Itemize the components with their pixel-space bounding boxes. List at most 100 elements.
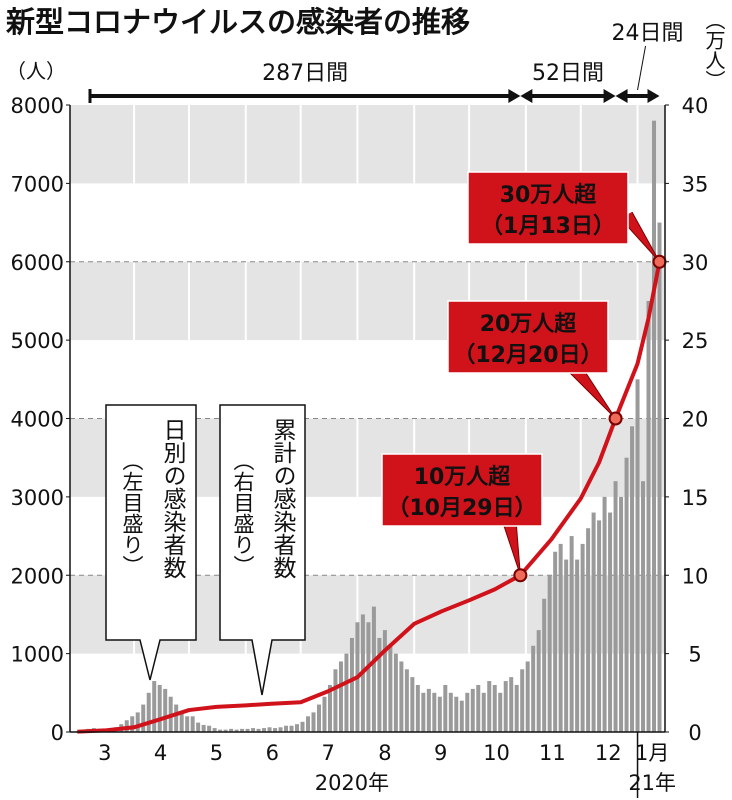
- bar: [240, 728, 245, 732]
- bar: [273, 728, 278, 732]
- bar: [426, 688, 431, 732]
- grid-band: [70, 105, 665, 184]
- bar: [602, 496, 607, 732]
- bar: [163, 688, 168, 732]
- arrow-head: [520, 89, 533, 103]
- bar: [190, 716, 195, 732]
- bar: [207, 725, 212, 732]
- bar: [377, 637, 382, 732]
- bar: [130, 716, 135, 732]
- y-tick-label: 7000: [11, 172, 64, 196]
- bar: [212, 728, 217, 732]
- bar: [300, 721, 305, 732]
- bar: [146, 692, 151, 732]
- bar: [580, 543, 585, 732]
- bar: [295, 724, 300, 732]
- bar: [256, 728, 261, 732]
- annotation-date: （10月29日）: [387, 496, 536, 521]
- x-tick-label: 10: [483, 741, 510, 765]
- bar: [575, 559, 580, 732]
- bar: [619, 496, 624, 732]
- bar: [465, 692, 470, 732]
- y2-tick-label: 30: [682, 251, 709, 275]
- callout-box: [105, 404, 197, 681]
- callout-text: 累計の感染者数: [269, 418, 297, 579]
- bar: [196, 722, 201, 732]
- x-tick-label: 11: [539, 741, 566, 765]
- arrow-head: [615, 89, 628, 103]
- bar: [558, 543, 563, 732]
- bar: [470, 688, 475, 732]
- y2-tick-label: 20: [682, 408, 709, 432]
- bar: [569, 536, 574, 732]
- y-tick-label: 2000: [11, 564, 64, 588]
- bar: [388, 645, 393, 732]
- x-tick-label: 3: [98, 741, 111, 765]
- bar: [443, 684, 448, 732]
- bar: [141, 704, 146, 732]
- bar: [586, 528, 591, 732]
- bar: [393, 653, 398, 732]
- y-tick-label: 6000: [11, 251, 64, 275]
- x-tick-label: 8: [378, 741, 391, 765]
- bar: [630, 426, 635, 732]
- bar: [289, 725, 294, 732]
- bar: [624, 457, 629, 732]
- year-label: 21年: [628, 771, 676, 795]
- bar: [657, 222, 662, 732]
- callout-note: （左目盛り）: [120, 450, 144, 576]
- y2-tick-label: 0: [688, 721, 701, 745]
- y2-tick-label: 25: [682, 329, 709, 353]
- annotation-label: 10万人超: [414, 465, 512, 490]
- x-tick-label: 9: [434, 741, 447, 765]
- bar: [179, 712, 184, 732]
- bar: [234, 729, 239, 732]
- bar: [520, 669, 525, 732]
- x-tick-label: 6: [266, 741, 279, 765]
- bar: [525, 661, 530, 732]
- y-tick-label: 1000: [11, 643, 64, 667]
- callout-box: [219, 404, 306, 696]
- bar: [267, 727, 272, 732]
- bar: [641, 481, 646, 732]
- bar: [481, 692, 486, 732]
- annotation-point: [608, 411, 623, 426]
- bar: [316, 704, 321, 732]
- arrow-head: [647, 89, 660, 103]
- bar: [459, 700, 464, 732]
- bar: [185, 716, 190, 732]
- x-tick-label: 1月: [635, 741, 669, 765]
- bar: [322, 696, 327, 732]
- bar: [306, 716, 310, 732]
- bar: [454, 696, 459, 732]
- bar: [635, 379, 640, 732]
- period-label: 287日間: [262, 61, 348, 86]
- bar: [218, 729, 223, 732]
- y2-axis-label: （万人）: [702, 10, 726, 90]
- bar: [371, 606, 376, 732]
- y2-tick-label: 5: [688, 643, 701, 667]
- annotation-box: [447, 300, 609, 374]
- callout-text: 日別の感染者数: [159, 418, 187, 579]
- annotation-box: [467, 171, 629, 245]
- y2-tick-label: 40: [682, 94, 709, 118]
- bar: [553, 551, 558, 732]
- bar: [542, 598, 547, 732]
- bar: [437, 696, 442, 732]
- x-tick-label: 7: [321, 741, 334, 765]
- arrow-head: [508, 89, 521, 103]
- chart-title: 新型コロナウイルスの感染者の推移: [5, 5, 470, 39]
- bar: [311, 712, 316, 732]
- bar: [652, 120, 657, 733]
- y2-tick-label: 35: [682, 172, 709, 196]
- bar: [608, 512, 613, 732]
- bar: [404, 669, 409, 732]
- bar: [349, 637, 354, 732]
- bar: [514, 684, 519, 732]
- annotation-point: [652, 254, 667, 269]
- bar: [646, 300, 651, 732]
- bar: [251, 728, 256, 732]
- bar: [410, 677, 415, 732]
- bar: [476, 684, 481, 732]
- bar: [338, 661, 343, 732]
